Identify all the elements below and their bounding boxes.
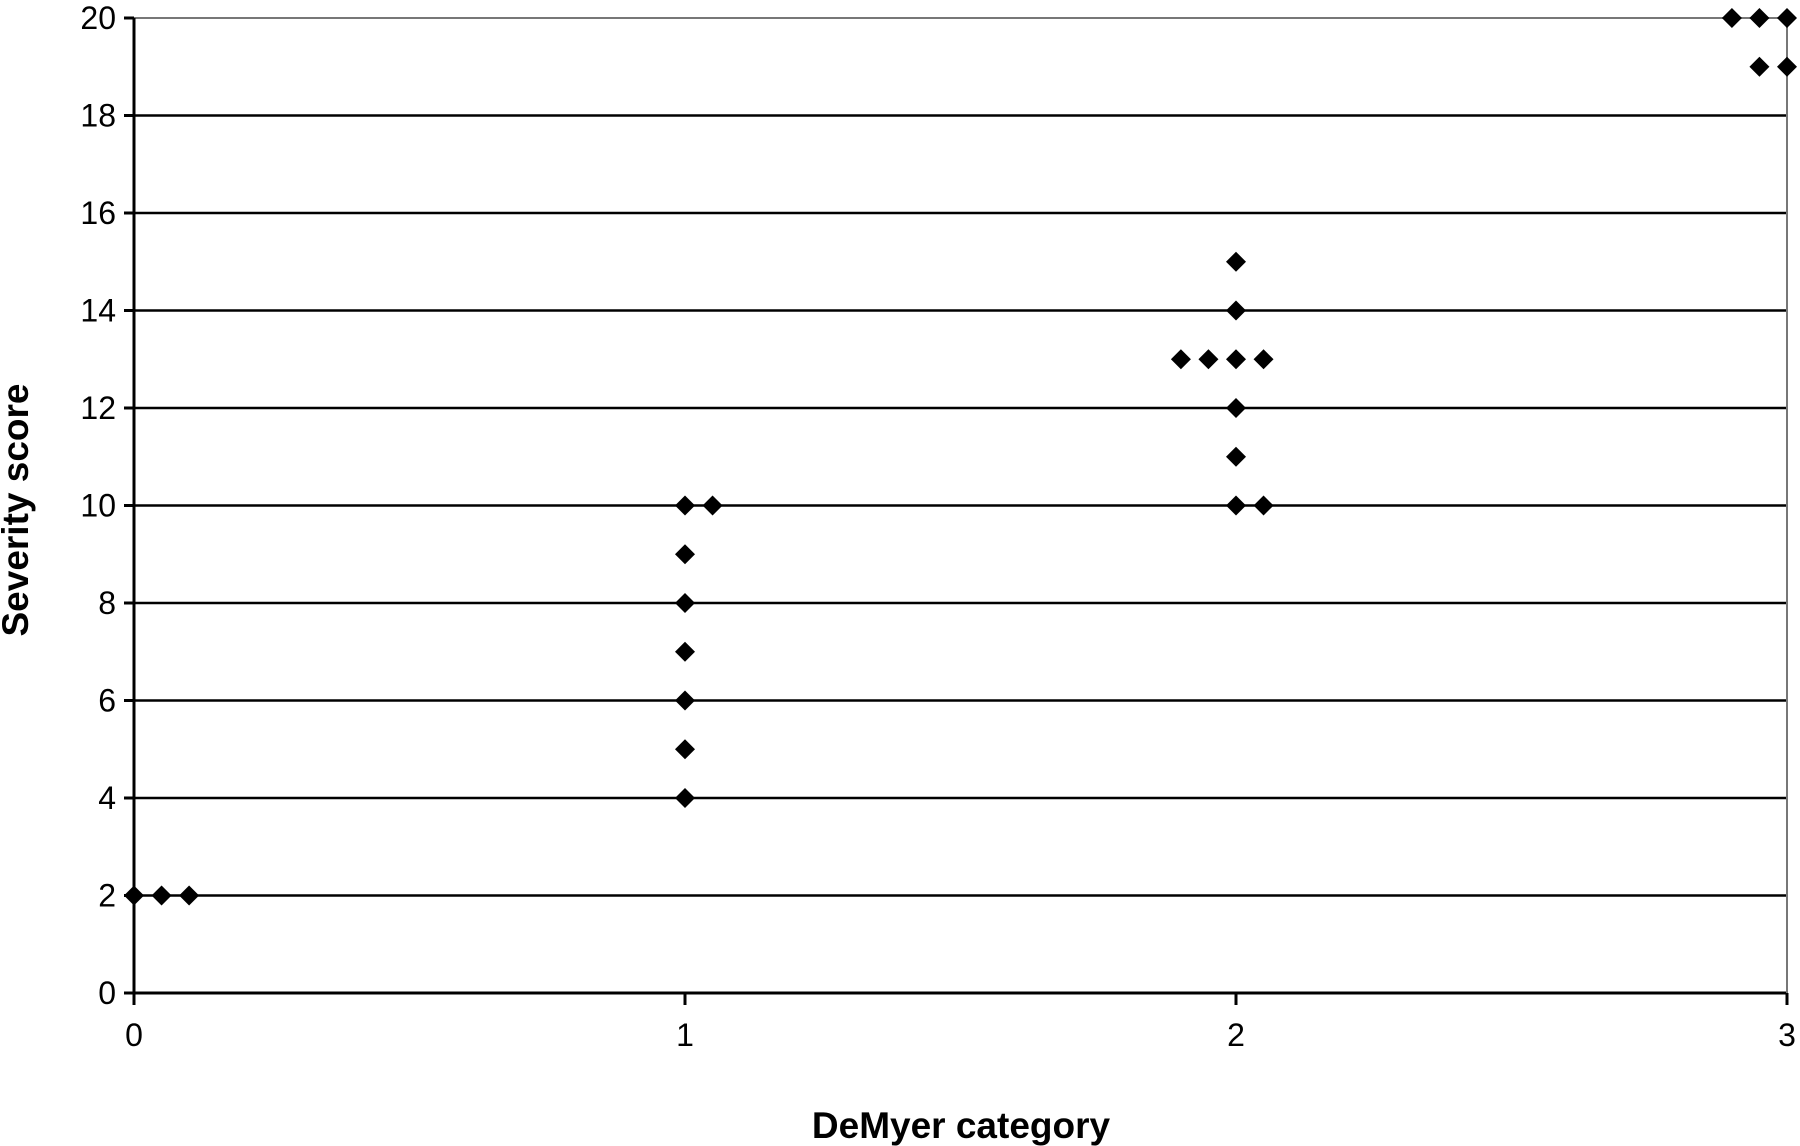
data-point — [1170, 349, 1191, 370]
y-axis-title: Severity score — [0, 383, 36, 636]
data-point — [1253, 349, 1274, 370]
data-point — [675, 788, 695, 808]
data-point — [1226, 446, 1246, 467]
data-point — [1226, 349, 1246, 370]
y-tick-label: 20 — [80, 0, 116, 36]
y-tick-label: 0 — [98, 975, 116, 1011]
x-tick-label: 2 — [1227, 1017, 1245, 1053]
y-tick-label: 8 — [98, 585, 116, 621]
data-point — [1777, 8, 1797, 28]
axes — [124, 16, 1789, 1005]
x-axis-title: DeMyer category — [812, 1105, 1111, 1146]
data-point — [675, 690, 695, 711]
data-point — [675, 641, 695, 662]
gridlines — [134, 17, 1787, 897]
data-point — [675, 544, 695, 565]
data-point — [151, 885, 172, 906]
data-point — [1226, 251, 1246, 272]
data-point — [675, 739, 695, 760]
y-tick-label: 4 — [98, 780, 116, 816]
y-tick-label: 2 — [98, 878, 116, 914]
data-point — [1721, 8, 1742, 28]
y-tick-label: 10 — [80, 488, 116, 524]
data-point — [702, 495, 723, 516]
data-point — [1253, 495, 1274, 516]
data-point — [1226, 398, 1246, 418]
data-point — [675, 495, 695, 516]
x-tick-label: 0 — [125, 1017, 143, 1053]
data-point — [675, 593, 695, 613]
data-point — [1226, 300, 1246, 321]
data-point — [179, 885, 200, 906]
y-tick-label: 14 — [80, 293, 116, 329]
y-tick-label: 6 — [98, 683, 116, 719]
data-points — [124, 8, 1797, 906]
y-tick-label: 12 — [80, 390, 116, 426]
x-tick-label: 1 — [676, 1017, 694, 1053]
y-tick-label: 16 — [80, 195, 116, 231]
y-tick-label: 18 — [80, 98, 116, 134]
data-point — [124, 885, 144, 906]
data-point — [1749, 8, 1770, 28]
data-point — [1198, 349, 1219, 370]
data-point — [1749, 56, 1770, 77]
data-point — [1777, 56, 1797, 77]
data-point — [1226, 495, 1246, 516]
x-tick-label: 3 — [1778, 1017, 1796, 1053]
